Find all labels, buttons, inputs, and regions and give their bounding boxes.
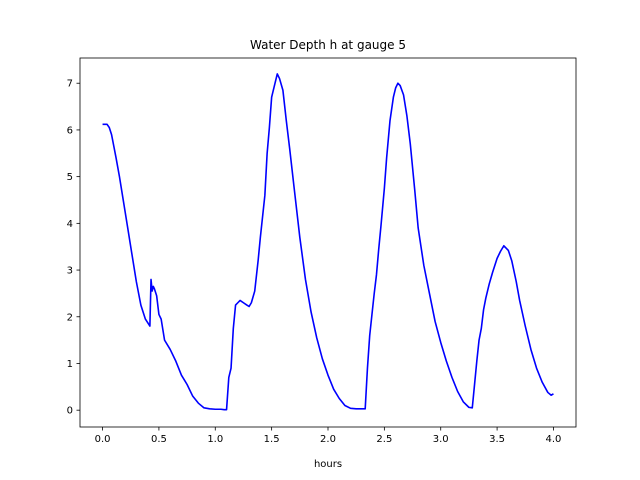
chart-title: Water Depth h at gauge 5: [250, 38, 406, 52]
series-line: [102, 73, 554, 411]
y-tick-label: 3: [67, 266, 73, 277]
x-tick-label: 1.5: [264, 434, 280, 445]
x-tick-label: 2.5: [376, 434, 392, 445]
x-tick-label: 3.0: [433, 434, 449, 445]
y-tick-label: 0: [67, 406, 73, 417]
x-tick-label: 0.0: [95, 434, 111, 445]
x-tick-label: 2.0: [320, 434, 336, 445]
x-axis-label: hours: [314, 459, 342, 470]
y-tick-label: 4: [67, 219, 73, 230]
y-tick-label: 2: [67, 312, 73, 323]
x-tick-label: 4.0: [546, 434, 562, 445]
x-tick-label: 1.0: [207, 434, 223, 445]
y-tick-label: 6: [67, 125, 73, 136]
x-tick-label: 3.5: [489, 434, 505, 445]
y-tick-label: 5: [67, 172, 73, 183]
plot-area: 0.0 0.5 1.0 1.5 2.0 2.5 3.0 3.5 4.0 0 1 2 3 4 5 6 7: [67, 57, 577, 445]
y-tick-label: 1: [67, 359, 73, 370]
y-tick-label: 7: [67, 79, 73, 90]
x-tick-label: 0.5: [151, 434, 167, 445]
